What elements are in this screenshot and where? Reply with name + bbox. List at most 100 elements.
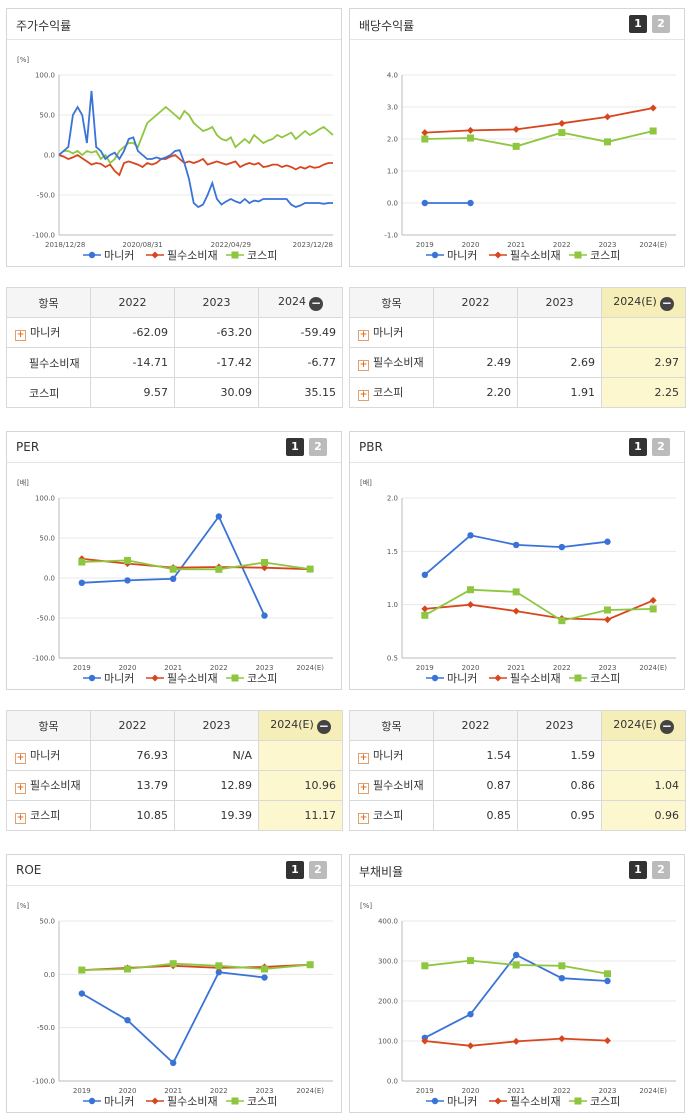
x-tick-label: 2020	[462, 664, 480, 672]
data-point	[558, 543, 566, 551]
panel-title: PER	[16, 440, 40, 454]
series-line	[81, 963, 311, 971]
table-cell: -62.09	[90, 317, 175, 348]
collapse-icon[interactable]: −	[659, 295, 674, 311]
per-panel: PER 1 2 [배] 100.0 50.0 0.0 -50.0 -100.0 2019 20…	[6, 431, 342, 690]
option-1-button[interactable]: 1	[629, 438, 647, 456]
data-point	[261, 564, 268, 572]
data-point	[215, 969, 223, 976]
y-tick-label: -100.0	[32, 1078, 55, 1086]
table-cell: 2.97	[601, 347, 686, 378]
y-unit-label: [배]	[360, 478, 372, 487]
legend-marker	[431, 674, 439, 682]
header-year: 2024(E) −	[601, 287, 686, 318]
data-point	[124, 577, 131, 584]
panel-title: 주가수익률	[16, 19, 72, 33]
series-line	[81, 559, 311, 571]
collapse-icon[interactable]: −	[316, 718, 331, 734]
expand-icon[interactable]: +	[15, 783, 26, 794]
row-label-text: 코스피	[373, 809, 404, 822]
header-label: 2023	[545, 296, 574, 309]
collapse-icon[interactable]: −	[309, 295, 323, 311]
header-item: 항목	[6, 287, 91, 318]
legend-marker	[88, 251, 96, 259]
legend-marker	[431, 251, 439, 259]
option-2-button[interactable]: 2	[652, 15, 670, 33]
data-point	[467, 957, 474, 965]
y-tick-label: 1.0	[387, 168, 398, 176]
x-tick-label: 2019	[416, 664, 434, 672]
collapse-icon[interactable]: −	[659, 718, 674, 734]
legend-marker	[231, 251, 239, 259]
x-tick-label: 2022	[553, 664, 571, 672]
data-point	[467, 1011, 474, 1018]
legend-label: 필수소비재	[510, 249, 561, 262]
expand-icon[interactable]: +	[15, 753, 26, 764]
legend-marker	[494, 674, 502, 682]
data-point	[124, 1017, 131, 1024]
data-point	[604, 1037, 611, 1045]
legend-marker	[574, 1097, 582, 1105]
option-1-button[interactable]: 1	[629, 861, 647, 879]
data-point	[421, 962, 429, 970]
legend-marker	[494, 1097, 502, 1105]
expand-icon[interactable]: +	[358, 813, 369, 824]
option-1-button[interactable]: 1	[629, 15, 647, 33]
y-tick-label: 50.0	[39, 535, 55, 543]
debt-ratio-chart: [%] 400.0 300.0 200.0 100.0 0.0 2019 2020 2021 20…	[360, 902, 676, 1108]
expand-icon[interactable]: +	[358, 753, 369, 764]
table-cell: 0.96	[601, 800, 686, 831]
data-point	[512, 607, 520, 615]
table-cell: 1.91	[517, 377, 602, 408]
table-cell: 0.86	[517, 770, 602, 801]
x-tick-label: 2024(E)	[639, 241, 667, 249]
dividend-yield-chart: 4.0 3.0 2.0 1.0 0.0 -1.0 2019 2020 2021 2022 2023 2…	[384, 72, 676, 262]
option-2-button[interactable]: 2	[309, 438, 327, 456]
legend-marker	[431, 1097, 439, 1105]
option-2-button[interactable]: 2	[652, 438, 670, 456]
x-tick-label: 2022	[553, 241, 571, 249]
y-unit-label: [%]	[360, 902, 372, 910]
table-cell: 2.69	[517, 347, 602, 378]
legend-label: 코스피	[590, 672, 620, 685]
data-point	[604, 538, 611, 545]
expand-icon[interactable]: +	[358, 360, 369, 371]
expand-icon[interactable]: +	[15, 813, 26, 824]
series-line	[424, 534, 608, 576]
expand-icon[interactable]: +	[358, 783, 369, 794]
header-label: 2024(E)	[613, 294, 657, 308]
table-cell	[601, 317, 686, 348]
header-year: 2022	[433, 710, 518, 741]
expand-icon[interactable]: +	[358, 330, 369, 341]
legend-label: 코스피	[247, 1095, 277, 1108]
expand-icon[interactable]: +	[358, 390, 369, 401]
pbr-table: 항목 2022 2023 2024(E) − + 마니커 1.54 1.59 + 필수소비재 0.87…	[349, 710, 686, 831]
data-point	[558, 129, 566, 137]
row-label: + 필수소비재	[6, 770, 91, 801]
data-point	[467, 126, 474, 134]
data-point	[261, 965, 268, 973]
table-cell: 1.59	[517, 740, 602, 771]
table-cell: 2.49	[433, 347, 518, 378]
table-cell: 12.89	[174, 770, 259, 801]
data-point	[512, 142, 520, 150]
expand-icon[interactable]: +	[15, 330, 26, 341]
y-tick-label: -50.0	[37, 192, 55, 200]
header-label: 2022	[118, 719, 147, 732]
row-label-text: 필수소비재	[30, 779, 81, 792]
y-tick-label: 0.0	[387, 200, 398, 208]
option-1-button[interactable]: 1	[286, 438, 304, 456]
data-point	[421, 611, 429, 619]
option-2-button[interactable]: 2	[652, 861, 670, 879]
table-cell: 30.09	[174, 377, 259, 408]
y-tick-label: 0.5	[387, 655, 398, 663]
option-2-button[interactable]: 2	[309, 861, 327, 879]
y-tick-label: 0.0	[387, 1078, 398, 1086]
panel-title: PBR	[359, 440, 383, 454]
y-tick-label: 100.0	[35, 72, 55, 80]
option-1-button[interactable]: 1	[286, 861, 304, 879]
header-year: 2024−	[258, 287, 343, 318]
y-unit-label: [%]	[17, 56, 29, 64]
legend-label: 코스피	[590, 249, 620, 262]
y-tick-label: 1.5	[387, 548, 398, 556]
